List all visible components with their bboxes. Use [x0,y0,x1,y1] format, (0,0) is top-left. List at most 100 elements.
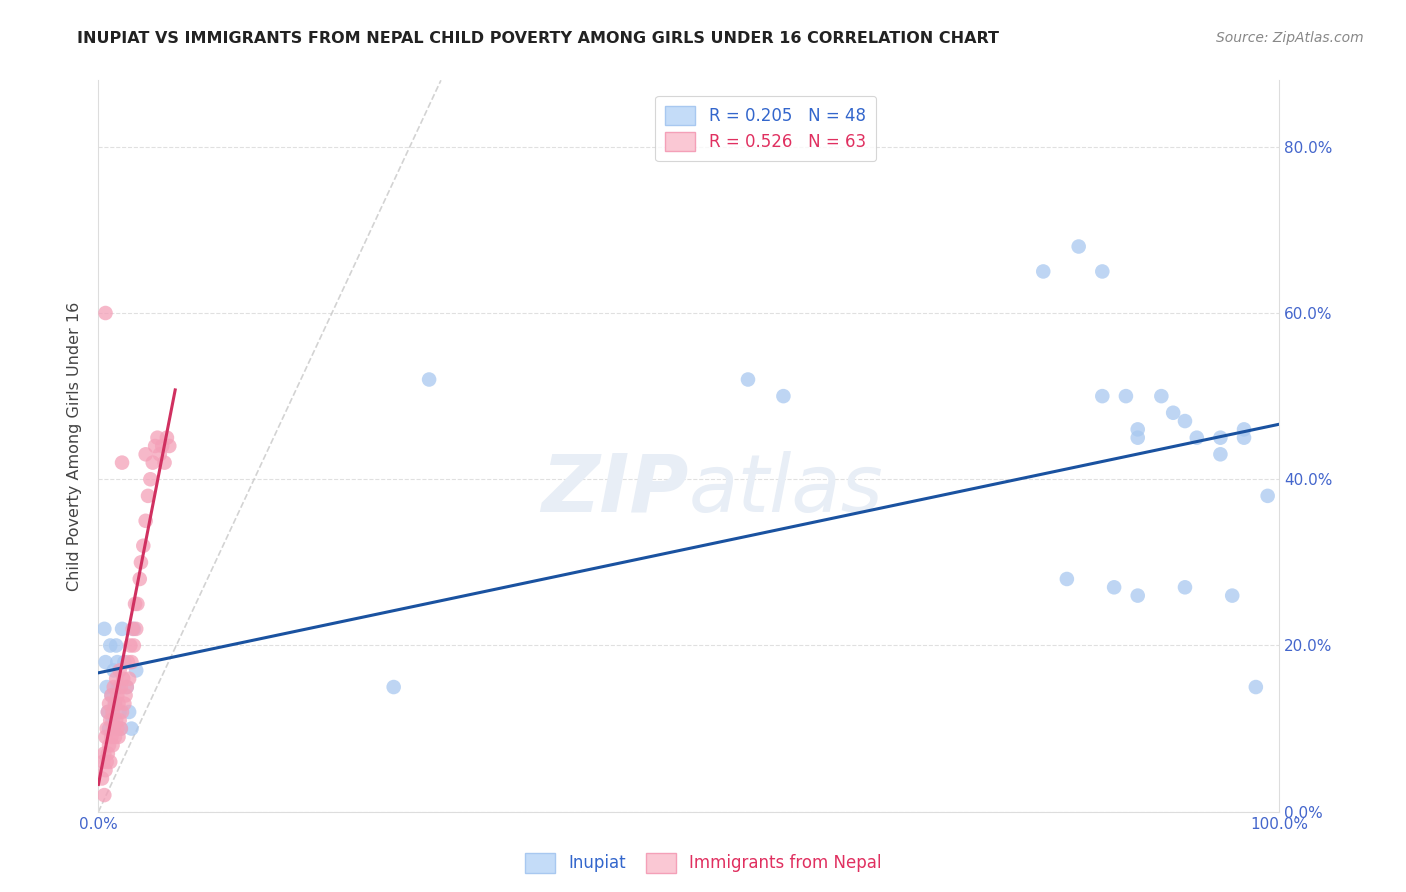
Point [96,680,118,694]
Point [103,722,125,736]
Point [150,439,173,453]
Point [108,705,131,719]
Point [97,705,120,719]
Point [111,705,134,719]
Point [104,697,127,711]
Point [143,439,166,453]
Point [112,655,135,669]
Text: Source: ZipAtlas.com: Source: ZipAtlas.com [1216,31,1364,45]
Point [103,664,125,678]
Point [101,705,124,719]
Point [124,597,146,611]
Point [91,772,114,786]
Point [1257,489,1279,503]
Point [103,680,125,694]
Point [115,680,138,694]
Point [139,472,162,486]
Point [94,730,117,744]
Point [135,447,157,461]
Point [122,639,145,653]
Point [105,722,128,736]
Text: atlas: atlas [689,450,884,529]
Point [1102,580,1125,594]
Point [100,730,122,744]
Point [1126,589,1149,603]
Point [107,697,129,711]
Point [97,747,120,761]
Y-axis label: Child Poverty Among Girls Under 16: Child Poverty Among Girls Under 16 [67,301,83,591]
Text: INUPIAT VS IMMIGRANTS FROM NEPAL CHILD POVERTY AMONG GIRLS UNDER 16 CORRELATION : INUPIAT VS IMMIGRANTS FROM NEPAL CHILD P… [77,31,1000,46]
Point [105,672,128,686]
Point [101,714,124,728]
Point [121,622,143,636]
Point [105,689,128,703]
Point [117,655,139,669]
Point [114,689,136,703]
Point [1174,414,1197,428]
Point [94,655,117,669]
Point [737,372,759,386]
Point [1233,431,1256,445]
Point [104,730,127,744]
Point [146,431,169,445]
Point [107,730,129,744]
Point [125,622,148,636]
Point [149,447,172,461]
Point [142,456,165,470]
Point [418,372,440,386]
Point [772,389,794,403]
Point [115,680,138,694]
Point [1150,389,1173,403]
Point [108,714,131,728]
Point [96,755,118,769]
Text: ZIP: ZIP [541,450,689,529]
Point [93,788,115,802]
Point [1091,389,1114,403]
Point [91,755,114,769]
Point [1115,389,1137,403]
Point [120,639,142,653]
Point [100,689,122,703]
Point [1209,447,1232,461]
Point [98,755,121,769]
Point [153,456,176,470]
Point [112,672,135,686]
Point [104,697,127,711]
Point [98,639,121,653]
Point [156,431,179,445]
Point [1209,431,1232,445]
Point [1233,422,1256,436]
Point [108,664,131,678]
Point [1067,239,1090,253]
Point [98,722,121,736]
Point [93,622,115,636]
Point [1174,580,1197,594]
Point [98,697,121,711]
Point [112,697,135,711]
Point [1161,406,1184,420]
Point [132,539,155,553]
Point [105,655,128,669]
Point [1056,572,1078,586]
Point [121,655,143,669]
Point [1185,431,1208,445]
Point [125,664,148,678]
Point [121,722,143,736]
Point [135,514,157,528]
Point [1091,264,1114,278]
Point [382,680,405,694]
Point [100,689,122,703]
Point [136,489,159,503]
Point [1126,431,1149,445]
Point [93,747,115,761]
Point [129,555,152,569]
Point [128,572,150,586]
Point [98,738,121,752]
Point [127,597,149,611]
Point [1220,589,1243,603]
Point [118,672,141,686]
Point [122,622,145,636]
Point [94,306,117,320]
Legend: Inupiat, Immigrants from Nepal: Inupiat, Immigrants from Nepal [517,847,889,880]
Point [118,705,141,719]
